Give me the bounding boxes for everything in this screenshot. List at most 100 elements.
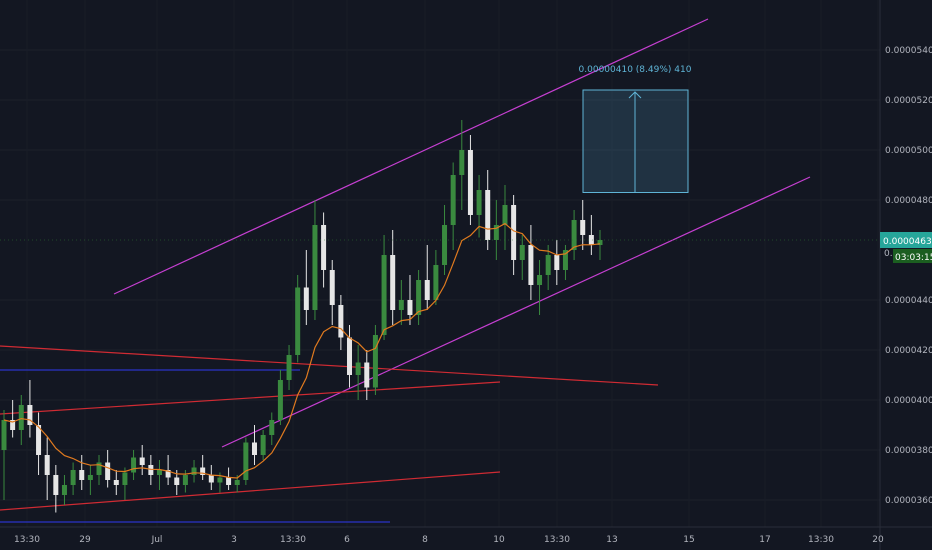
candle-body [372, 335, 378, 388]
candle-body [61, 485, 67, 495]
candle-body [355, 362, 361, 375]
countdown-badge-bg [893, 249, 932, 263]
price-badge: 0.00004638 03:03:150. [0, 232, 932, 263]
candle-body [381, 255, 387, 335]
candle-body [562, 250, 568, 270]
candle-body [329, 270, 335, 305]
measure-arrow-head [628, 91, 642, 99]
measure-label: 0.00000410 (8.49%) 410 [579, 65, 692, 75]
candle-body [251, 442, 257, 455]
countdown-badge-value: 03:03:15 [895, 253, 932, 263]
candle-body [528, 245, 534, 285]
candle-body [511, 205, 517, 260]
candle-body [10, 420, 16, 430]
candle-body [467, 150, 473, 215]
candle-body [234, 480, 240, 485]
candle-body [476, 190, 482, 215]
candle-body [260, 435, 266, 455]
drawings-layer [0, 18, 811, 523]
channel-lower-line [221, 176, 811, 448]
candle-body [519, 245, 525, 260]
candle-body [27, 405, 33, 425]
candle-body [442, 225, 448, 265]
candle-body [174, 477, 180, 485]
price-badge-value: 0.00004638 [883, 237, 932, 247]
candle-body [122, 472, 128, 485]
candle-body [243, 442, 249, 480]
candle-body [321, 225, 327, 270]
candle-body [545, 255, 551, 275]
candle-body [433, 265, 439, 300]
time-axis[interactable]: 13:30 29 Jul 3 13:30 6 8 10 13:30 13 15 17 13:30 20 [14, 535, 884, 545]
time-tick-label: 17 [759, 535, 770, 545]
candle-body [105, 462, 111, 480]
price-tick-label: 0.00003600 [885, 496, 932, 506]
time-tick-label: 8 [422, 535, 428, 545]
candle-body [502, 205, 508, 225]
time-tick-label: 13 [606, 535, 617, 545]
time-tick-label: 20 [872, 535, 884, 545]
candle-body [18, 405, 24, 430]
channel-upper-line [113, 18, 709, 295]
candle-body [277, 380, 283, 420]
measure-tool[interactable]: 0.00000410 (8.49%) 410 [579, 65, 692, 193]
candle-body [347, 337, 353, 375]
trend-line-lower [0, 471, 501, 511]
candle-body [398, 300, 404, 310]
candle-body [493, 225, 499, 240]
candle-body [597, 240, 603, 245]
candle-body [200, 467, 206, 475]
trend-line-mid [0, 381, 501, 415]
grid-lines [0, 0, 880, 527]
candle-body [407, 300, 413, 315]
time-tick-label: 15 [683, 535, 694, 545]
candle-body [364, 362, 370, 388]
time-tick-label: Jul [151, 535, 163, 545]
candle-body [1, 420, 7, 450]
candle-body [226, 477, 232, 485]
candle-body [485, 190, 491, 240]
candles-layer [1, 120, 603, 513]
time-tick-label: 13:30 [544, 535, 570, 545]
candle-body [208, 475, 214, 483]
candle-body [580, 220, 586, 235]
time-tick-label: 29 [79, 535, 91, 545]
candle-body [87, 475, 93, 480]
candle-body [571, 220, 577, 250]
time-tick-label: 13:30 [280, 535, 306, 545]
time-tick-label: 13:30 [14, 535, 40, 545]
price-tick-label-partial: 0. [884, 249, 893, 259]
candle-body [303, 287, 309, 310]
candle-body [131, 457, 137, 473]
candle-body [70, 470, 76, 485]
candle-body [191, 467, 197, 475]
candle-body [53, 475, 59, 495]
price-badge-bg [880, 232, 932, 248]
candle-body [113, 480, 119, 485]
candle-body [36, 425, 42, 455]
candle-body [156, 470, 162, 475]
candle-body [182, 475, 188, 485]
candle-body [139, 457, 145, 465]
candle-body [450, 175, 456, 225]
ema-layer [3, 222, 601, 479]
candle-body [217, 477, 223, 483]
candle-body [79, 470, 85, 480]
time-tick-label: 6 [344, 535, 350, 545]
candle-body [338, 305, 344, 338]
candle-body [96, 462, 102, 475]
candle-body [312, 225, 318, 310]
candle-body [416, 280, 422, 315]
ema-line [3, 222, 601, 479]
candle-body [148, 465, 154, 475]
candle-body [390, 255, 396, 310]
